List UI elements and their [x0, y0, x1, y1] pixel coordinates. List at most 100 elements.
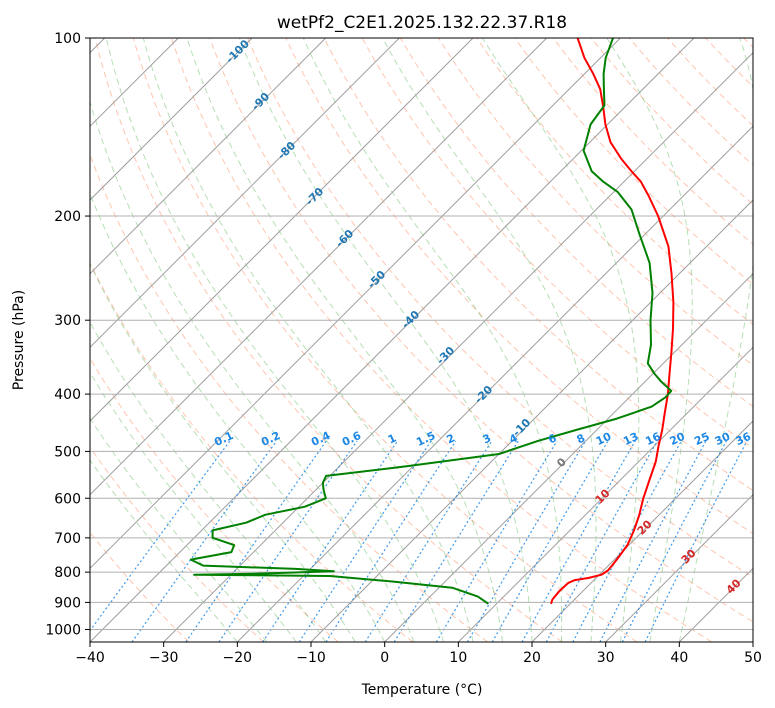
dry-adiabat — [90, 153, 488, 642]
isotherm — [90, 38, 695, 642]
moist-adiabat — [186, 38, 503, 642]
grid — [90, 38, 753, 630]
y-tick-label: 500 — [54, 444, 81, 460]
dry-adiabat — [90, 531, 190, 642]
dry-adiabat — [476, 38, 753, 326]
y-tick-label: 900 — [54, 595, 81, 611]
mixing-ratio-label: 20 — [668, 430, 688, 448]
isotherm-label: 0 — [554, 455, 569, 470]
dewpoint-profile — [189, 38, 673, 605]
x-tick-label: 30 — [597, 650, 615, 666]
mixing-ratio-line — [644, 440, 748, 642]
isotherm-label: -60 — [333, 227, 356, 250]
y-tick-label: 400 — [54, 387, 81, 403]
isotherm — [457, 346, 753, 642]
dry-adiabat — [590, 38, 753, 206]
mixing-ratio-label: 1 — [386, 431, 398, 446]
moist-adiabat — [90, 371, 297, 642]
mixing-ratio-line — [364, 440, 493, 642]
y-tick-label: 100 — [54, 31, 81, 47]
y-tick-label: 300 — [54, 313, 81, 329]
isotherm — [90, 38, 253, 201]
moist-adiabat — [105, 38, 445, 642]
moist-adiabat — [238, 38, 533, 642]
dry-adiabat — [285, 38, 753, 535]
y-tick-label: 200 — [54, 209, 81, 225]
plot-frame — [89, 37, 754, 643]
x-tick-label: 10 — [449, 650, 467, 666]
mixing-ratio-line — [262, 440, 399, 642]
dry-adiabat — [705, 38, 753, 88]
x-tick-label: 20 — [523, 650, 541, 666]
mixing-ratio-label: 10 — [594, 430, 614, 448]
y-tick-label: 1000 — [45, 622, 81, 638]
isotherm — [90, 38, 327, 275]
isotherm — [236, 125, 753, 642]
isotherm — [531, 420, 753, 642]
isotherm — [384, 272, 753, 642]
isotherm-label: -20 — [472, 383, 495, 406]
mixing-ratio-line — [491, 440, 609, 642]
mixing-ratio-line — [466, 440, 587, 642]
moist-adiabat — [302, 38, 563, 642]
y-tick-label: 600 — [54, 491, 81, 507]
y-tick-label: 700 — [54, 531, 81, 547]
mixing-ratio-line — [325, 440, 457, 642]
dry-adiabat — [90, 357, 339, 642]
mixing-ratio-line — [90, 440, 231, 632]
mixing-ratio-label: 8 — [575, 431, 587, 446]
mixing-ratio-label: 30 — [713, 430, 733, 448]
series-layer — [189, 38, 675, 605]
background-lines — [90, 38, 753, 642]
dry-adiabat — [90, 261, 414, 642]
x-tick-label: −10 — [296, 650, 326, 666]
x-tick-label: 40 — [670, 650, 688, 666]
isotherm — [752, 641, 753, 642]
dry-adiabat — [209, 38, 753, 623]
mixing-ratio-label: 16 — [643, 430, 663, 448]
mixing-ratio-line — [435, 440, 558, 642]
mixing-ratio-line — [131, 440, 278, 642]
mixing-ratio-label: 13 — [621, 430, 640, 448]
y-tick-label: 800 — [54, 565, 81, 581]
theta-label: 40 — [724, 576, 744, 596]
mixing-ratio-label: 2 — [444, 431, 456, 446]
dry-adiabat — [94, 38, 563, 642]
dry-adiabat — [132, 38, 638, 642]
moist-adiabat — [481, 38, 640, 642]
dry-adiabat — [552, 38, 753, 245]
x-tick-label: −40 — [75, 650, 105, 666]
mixing-ratio-label: 0.2 — [259, 429, 282, 449]
mixing-ratio-line — [298, 440, 432, 642]
dry-adiabat — [323, 38, 753, 492]
moist-adiabat — [90, 321, 327, 642]
dry-adiabat — [743, 38, 753, 49]
isotherm — [90, 38, 400, 349]
dry-adiabat — [90, 446, 264, 642]
mixing-ratio-label: 25 — [692, 430, 711, 448]
x-tick-label: 0 — [380, 650, 389, 666]
mixing-ratio-line — [621, 440, 727, 642]
isotherm — [310, 199, 753, 642]
isotherm — [90, 38, 621, 570]
isotherm — [90, 38, 474, 422]
x-tick-label: −20 — [223, 650, 253, 666]
mixing-ratio-label: 3 — [481, 431, 493, 446]
x-tick-label: 50 — [744, 650, 762, 666]
isotherm — [90, 38, 548, 496]
mixing-ratio-line — [545, 440, 658, 642]
moist-adiabat — [606, 38, 693, 642]
mixing-ratio-line — [521, 440, 636, 642]
isotherm — [605, 493, 753, 642]
moist-adiabat — [90, 417, 268, 642]
isotherm-label: -90 — [249, 90, 272, 113]
moist-adiabat — [90, 459, 238, 642]
isotherm — [163, 51, 753, 642]
chart-title: wetPf2_C2E1.2025.132.22.37.R18 — [277, 13, 567, 33]
dry-adiabat — [247, 38, 753, 578]
moist-adiabat — [142, 38, 474, 642]
mixing-ratio-line — [393, 440, 519, 642]
x-axis: −40 −30 −20 −10 0 10 20 30 40 50 — [75, 642, 762, 666]
isotherm-label: -30 — [434, 344, 457, 367]
